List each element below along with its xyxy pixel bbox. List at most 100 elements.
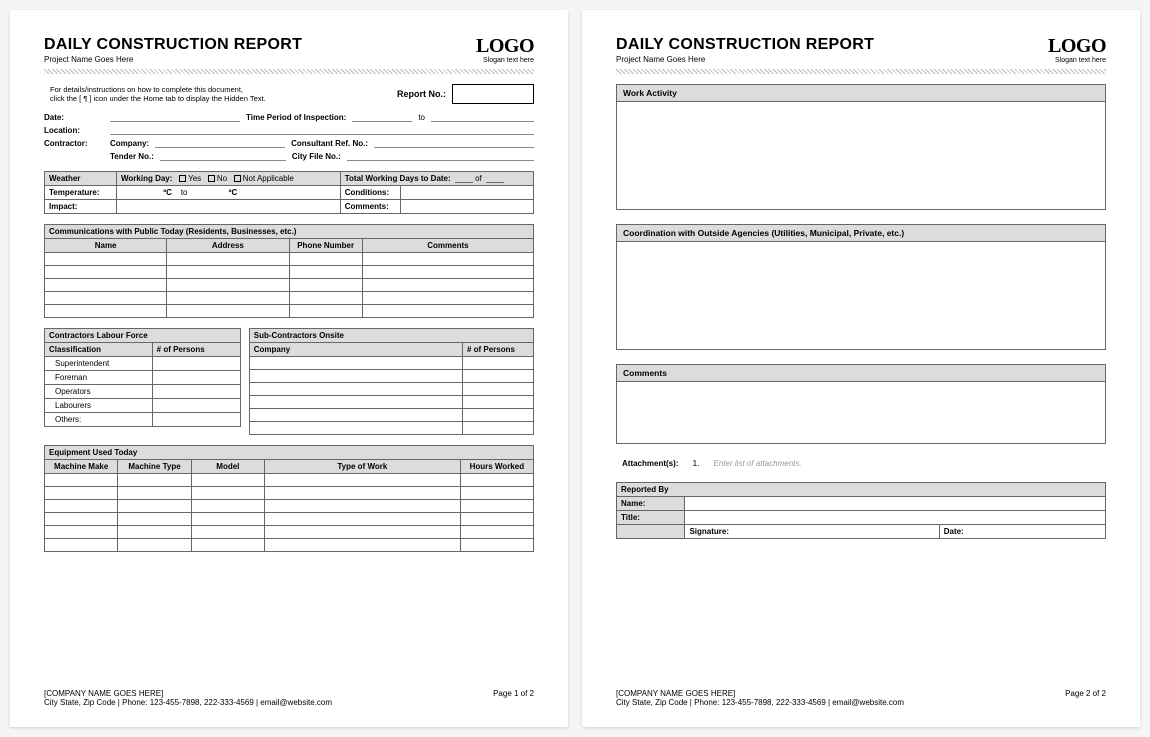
weather-comments-field[interactable]	[400, 200, 533, 214]
city-file-no-field[interactable]	[347, 151, 534, 161]
comm-col-name: Name	[45, 239, 167, 253]
rb-name-field[interactable]	[685, 497, 1106, 511]
report-no-label: Report No.:	[397, 89, 446, 99]
total-days-label: Total Working Days to Date:	[345, 174, 451, 183]
logo-text-2: LOGO	[1048, 36, 1106, 56]
equipment-table: Equipment Used Today Machine Make Machin…	[44, 445, 534, 552]
comm-col-address: Address	[167, 239, 289, 253]
to-label-1: to	[418, 113, 425, 122]
location-label: Location:	[44, 126, 104, 135]
footer-2: [COMPANY NAME GOES HERE] City State, Zip…	[616, 681, 1106, 707]
attach-placeholder[interactable]: Enter list of attachments.	[714, 459, 802, 468]
page-2-body: DAILY CONSTRUCTION REPORT Project Name G…	[616, 36, 1106, 681]
labour-table: Contractors Labour Force Classification …	[44, 328, 241, 427]
work-activity-box[interactable]	[616, 102, 1106, 210]
logo-block: LOGO Slogan text here	[476, 36, 534, 64]
time-period-label: Time Period of Inspection:	[246, 113, 346, 122]
communications-table: Communications with Public Today (Reside…	[44, 224, 534, 318]
comments-head: Comments	[616, 364, 1106, 382]
impact-label: Impact:	[45, 200, 117, 214]
project-name-2: Project Name Goes Here	[616, 55, 874, 64]
header: DAILY CONSTRUCTION REPORT Project Name G…	[44, 36, 534, 64]
time-to-field[interactable]	[431, 112, 534, 122]
labour-row: Labourers	[45, 399, 153, 413]
contractor-label: Contractor:	[44, 139, 104, 148]
page-1-body: DAILY CONSTRUCTION REPORT Project Name G…	[44, 36, 534, 681]
rb-name-label: Name:	[617, 497, 685, 511]
footer-company-2: [COMPANY NAME GOES HERE]	[616, 689, 904, 698]
equip-col-hours: Hours Worked	[460, 460, 533, 474]
deg-c-2: ºC	[229, 188, 238, 197]
footer-1: [COMPANY NAME GOES HERE] City State, Zip…	[44, 681, 534, 707]
rb-title-field[interactable]	[685, 511, 1106, 525]
instructions: For details/instructions on how to compl…	[50, 85, 266, 103]
hatch-divider-2	[616, 69, 1106, 74]
labour-row: Others:	[45, 413, 153, 427]
weather-title: Weather	[45, 172, 117, 186]
logo-text: LOGO	[476, 36, 534, 56]
deg-c-1: ºC	[163, 188, 172, 197]
rb-title-label: Title:	[617, 511, 685, 525]
info-section: Date: Time Period of Inspection: to Loca…	[44, 112, 534, 161]
logo-slogan: Slogan text here	[476, 57, 534, 64]
equip-col-work: Type of Work	[265, 460, 461, 474]
comm-cell[interactable]	[45, 253, 167, 266]
instruction-line-1: For details/instructions on how to compl…	[50, 85, 266, 94]
date-field[interactable]	[110, 112, 240, 122]
coordination-box[interactable]	[616, 242, 1106, 350]
company-field[interactable]	[155, 138, 285, 148]
subcon-col-company: Company	[249, 343, 462, 357]
report-no-input[interactable]	[452, 84, 534, 104]
no-label: No	[217, 174, 227, 183]
reported-by-table: Reported By Name: Title: Signature: Date…	[616, 482, 1106, 539]
comm-col-comments: Comments	[362, 239, 533, 253]
tender-no-field[interactable]	[160, 151, 286, 161]
temperature-label: Temperature:	[45, 186, 117, 200]
time-from-field[interactable]	[352, 112, 412, 122]
rb-date-label: Date:	[944, 527, 964, 536]
conditions-field[interactable]	[400, 186, 533, 200]
reported-by-head: Reported By	[617, 483, 1106, 497]
equip-col-make: Machine Make	[45, 460, 118, 474]
labour-row: Superintendent	[45, 357, 153, 371]
date-label: Date:	[44, 113, 104, 122]
equip-col-type: Machine Type	[118, 460, 191, 474]
tender-no-label: Tender No.:	[110, 152, 154, 161]
labour-title: Contractors Labour Force	[45, 329, 241, 343]
coordination-head: Coordination with Outside Agencies (Util…	[616, 224, 1106, 242]
report-title: DAILY CONSTRUCTION REPORT	[44, 36, 302, 54]
na-label: Not Applicable	[243, 174, 294, 183]
checkbox-na[interactable]	[234, 175, 241, 182]
page-number-2: Page 2 of 2	[1065, 689, 1106, 707]
location-field[interactable]	[110, 125, 534, 135]
footer-company: [COMPANY NAME GOES HERE]	[44, 689, 332, 698]
page-1: DAILY CONSTRUCTION REPORT Project Name G…	[10, 10, 568, 727]
subcon-table: Sub-Contractors Onsite Company # of Pers…	[249, 328, 534, 435]
comments-box[interactable]	[616, 382, 1106, 444]
rb-signature-label: Signature:	[689, 527, 729, 536]
logo-slogan-2: Slogan text here	[1048, 57, 1106, 64]
attach-num: 1.	[692, 458, 699, 468]
city-file-no-label: City File No.:	[292, 152, 341, 161]
instruction-line-2: click the [ ¶ ] icon under the Home tab …	[50, 94, 266, 103]
to-temp: to	[181, 188, 188, 197]
footer-addr: City State, Zip Code | Phone: 123-455-78…	[44, 698, 332, 707]
comm-title: Communications with Public Today (Reside…	[45, 225, 534, 239]
yes-label: Yes	[188, 174, 201, 183]
of-label: of	[475, 174, 482, 183]
weather-comments-label: Comments:	[340, 200, 400, 214]
checkbox-no[interactable]	[208, 175, 215, 182]
consultant-ref-field[interactable]	[374, 138, 534, 148]
report-title-2: DAILY CONSTRUCTION REPORT	[616, 36, 874, 54]
conditions-label: Conditions:	[340, 186, 400, 200]
hatch-divider	[44, 69, 534, 74]
header-2: DAILY CONSTRUCTION REPORT Project Name G…	[616, 36, 1106, 64]
work-activity-head: Work Activity	[616, 84, 1106, 102]
subcon-col-persons: # of Persons	[462, 343, 533, 357]
equip-col-model: Model	[191, 460, 264, 474]
checkbox-yes[interactable]	[179, 175, 186, 182]
labour-col-class: Classification	[45, 343, 153, 357]
impact-field[interactable]	[117, 200, 341, 214]
working-day-label: Working Day:	[121, 174, 172, 183]
weather-table: Weather Working Day: Yes No Not Applicab…	[44, 171, 534, 214]
